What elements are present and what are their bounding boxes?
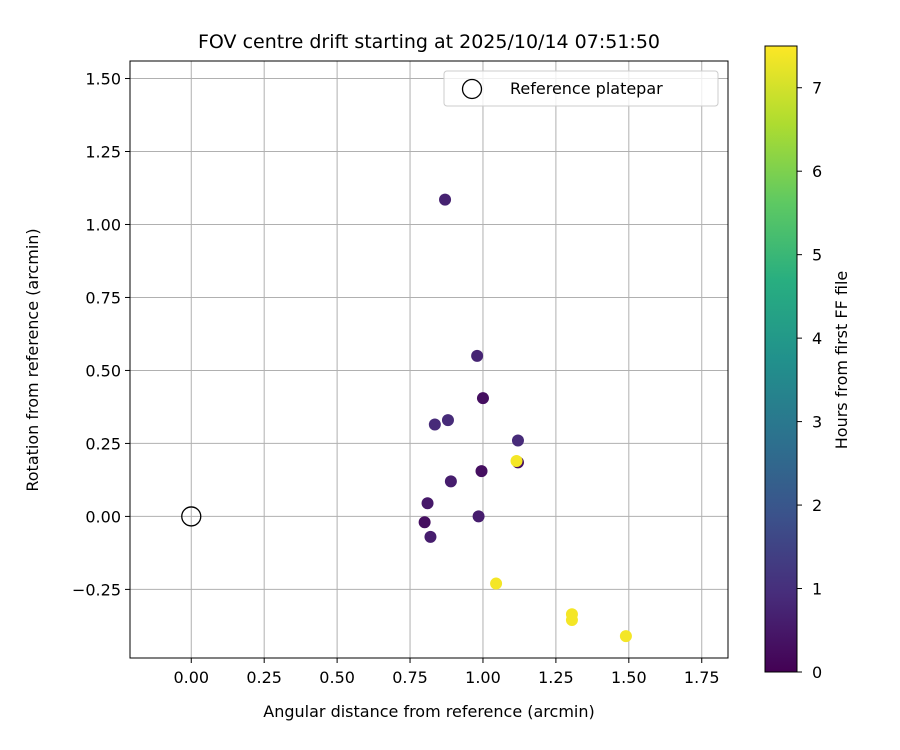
colorbar-tick-label: 3: [812, 413, 822, 432]
y-tick-label: 1.50: [85, 70, 121, 89]
x-axis-label: Angular distance from reference (arcmin): [263, 702, 594, 721]
scatter-point: [424, 530, 437, 543]
scatter-point: [441, 414, 454, 427]
colorbar-label: Hours from first FF file: [832, 271, 851, 450]
x-tick-label: 1.00: [465, 668, 501, 687]
legend: Reference platepar: [443, 70, 719, 107]
scatter-point: [444, 475, 457, 488]
colorbar-tick-label: 4: [812, 329, 822, 348]
colorbar-tick-label: 2: [812, 496, 822, 515]
y-axis-ticks: −0.25 0.00 0.25 0.50 0.75 1.00 1.25 1.50: [72, 70, 130, 599]
x-tick-label: 0.25: [246, 668, 282, 687]
x-axis-ticks: 0.00 0.25 0.50 0.75 1.00 1.25 1.50 1.75: [173, 658, 720, 687]
legend-marker-reference: [461, 78, 483, 100]
legend-label-reference: Reference platepar: [510, 79, 663, 98]
colorbar: 0 1 2 3 4 5 6 7 Hours from first FF file: [764, 45, 851, 682]
x-tick-label: 0.50: [319, 668, 355, 687]
grid: [130, 61, 728, 658]
data-points: [181, 193, 632, 643]
y-tick-label: 0.50: [85, 361, 121, 380]
colorbar-ticks: 0 1 2 3 4 5 6 7: [797, 79, 822, 682]
x-tick-label: 0.00: [173, 668, 209, 687]
scatter-point: [421, 497, 434, 510]
y-tick-label: 1.00: [85, 215, 121, 234]
colorbar-tick-label: 5: [812, 246, 822, 265]
x-tick-label: 1.50: [611, 668, 647, 687]
y-tick-label: 0.75: [85, 288, 121, 307]
scatter-point: [511, 434, 524, 447]
y-axis-label: Rotation from reference (arcmin): [23, 228, 42, 491]
scatter-point: [565, 614, 578, 627]
y-tick-label: 1.25: [85, 142, 121, 161]
y-tick-label: 0.00: [85, 507, 121, 526]
scatter-point: [471, 349, 484, 362]
legend-box: [443, 70, 719, 107]
y-tick-label: −0.25: [72, 580, 121, 599]
scatter-point: [475, 465, 488, 478]
colorbar-tick-label: 1: [812, 580, 822, 599]
plot-area: 0.00 0.25 0.50 0.75 1.00 1.25 1.50 1.75 −0.25 0.…: [72, 60, 729, 687]
scatter-point: [619, 630, 632, 643]
x-tick-label: 1.75: [684, 668, 720, 687]
scatter-point: [439, 193, 452, 206]
scatter-point: [418, 516, 431, 529]
scatter-point: [428, 418, 441, 431]
chart-title: FOV centre drift starting at 2025/10/14 …: [198, 31, 660, 53]
reference-platepar-marker: [181, 506, 202, 527]
colorbar-gradient: [764, 45, 798, 673]
colorbar-tick-label: 7: [812, 79, 822, 98]
plot-frame: [129, 60, 729, 659]
colorbar-tick-label: 0: [812, 663, 822, 682]
x-tick-label: 1.25: [538, 668, 574, 687]
colorbar-tick-label: 6: [812, 162, 822, 181]
x-tick-label: 0.75: [392, 668, 428, 687]
scatter-point: [476, 392, 489, 405]
y-tick-label: 0.25: [85, 434, 121, 453]
scatter-point: [510, 454, 523, 467]
scatter-point: [472, 510, 485, 523]
scatter-point: [490, 577, 503, 590]
